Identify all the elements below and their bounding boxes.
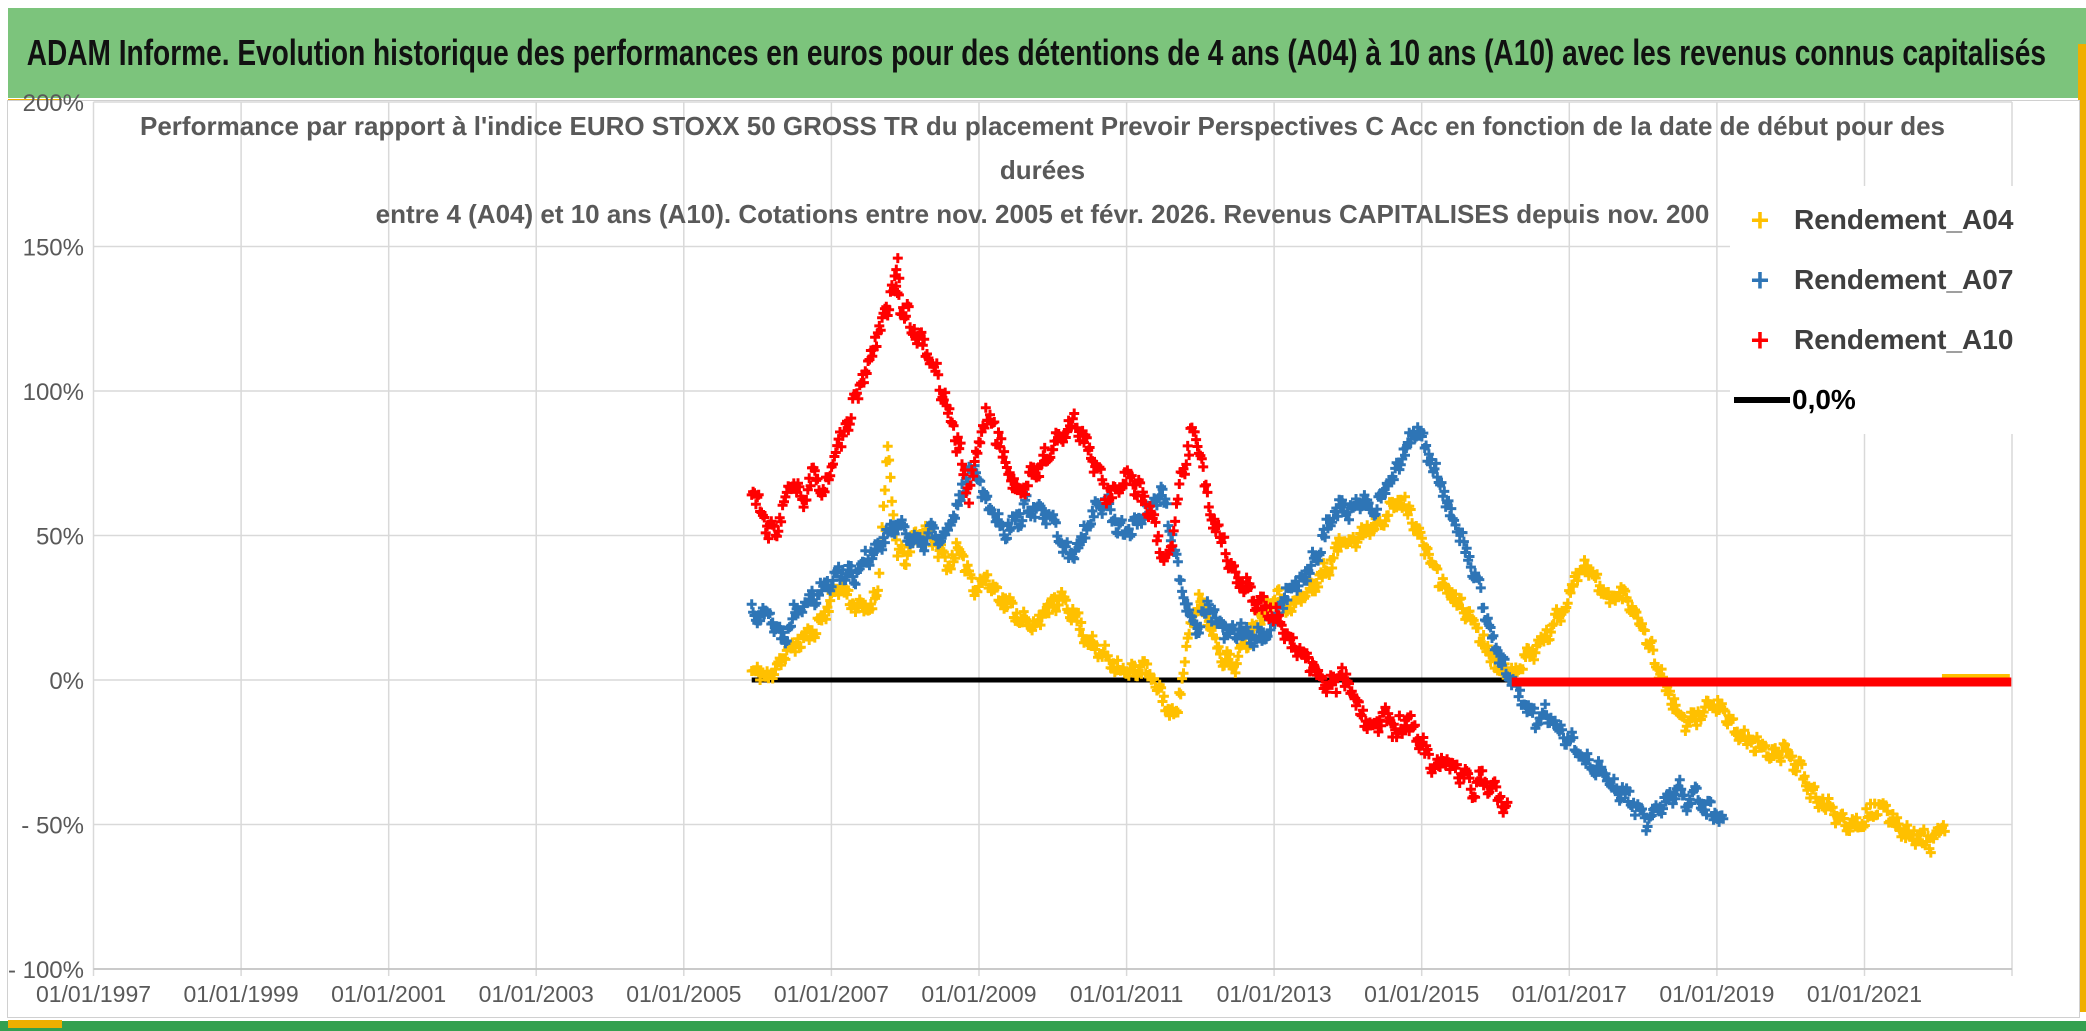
x-axis-label: 01/01/2017 [1512, 981, 1627, 1007]
header-title: ADAM Informe. Evolution historique des p… [26, 32, 2046, 73]
header-bar: ADAM Informe. Evolution historique des p… [8, 8, 2086, 98]
x-axis-label: 01/01/2011 [1070, 981, 1183, 1007]
x-axis-label: 01/01/2021 [1807, 981, 1922, 1007]
plus-marker-icon: + [1750, 262, 1770, 298]
x-axis-label: 01/01/2019 [1659, 981, 1774, 1007]
x-axis-label: 01/01/2007 [774, 981, 889, 1007]
plus-marker-icon: + [1750, 202, 1770, 238]
x-axis-label: 01/01/2001 [331, 981, 446, 1007]
scatter-series-rendement_a07 [746, 422, 1729, 836]
legend-item-rendement-a10: + Rendement_A10 [1730, 310, 2066, 370]
x-axis-label: 01/01/2005 [626, 981, 741, 1007]
gold-accent-right [2078, 44, 2086, 1012]
chart-title-line3: entre 4 (A04) et 10 ans (A10). Cotations… [375, 199, 1710, 229]
chart-legend: + Rendement_A04 + Rendement_A07 + Rendem… [1730, 186, 2066, 434]
x-axis-label: 01/01/1997 [36, 981, 151, 1007]
chart-title-line2: durées [999, 155, 1086, 185]
x-axis-label: 01/01/2009 [921, 981, 1036, 1007]
y-axis-label: 0% [49, 668, 84, 695]
y-axis-label: 200% [23, 90, 84, 117]
plus-marker-icon: + [1750, 322, 1770, 358]
legend-label: Rendement_A04 [1794, 204, 2014, 235]
y-axis-label: - 50% [21, 813, 84, 840]
legend-item-zero-line: 0,0% [1730, 370, 2066, 430]
y-axis-label: 150% [23, 235, 84, 262]
legend-label: 0,0% [1792, 384, 1856, 415]
gold-accent-bottom [8, 1020, 62, 1028]
chart-title-line1: Performance par rapport à l'indice EURO … [140, 111, 1945, 141]
black-line-icon [1734, 397, 1790, 403]
chart-title: Performance par rapport à l'indice EURO … [7, 104, 2078, 236]
y-axis-label: - 100% [8, 957, 84, 984]
x-axis-label: 01/01/1999 [184, 981, 299, 1007]
footer-bar [0, 1021, 2086, 1031]
scatter-series-rendement_a10 [746, 253, 1513, 818]
legend-label: Rendement_A07 [1794, 264, 2014, 295]
x-axis-label: 01/01/2013 [1217, 981, 1332, 1007]
y-axis-label: 50% [36, 524, 84, 551]
y-axis-label: 100% [23, 379, 84, 406]
legend-label: Rendement_A10 [1794, 324, 2014, 355]
x-axis-label: 01/01/2015 [1364, 981, 1479, 1007]
legend-item-rendement-a04: + Rendement_A04 [1730, 190, 2066, 250]
legend-item-rendement-a07: + Rendement_A07 [1730, 250, 2066, 310]
x-axis-label: 01/01/2003 [479, 981, 594, 1007]
